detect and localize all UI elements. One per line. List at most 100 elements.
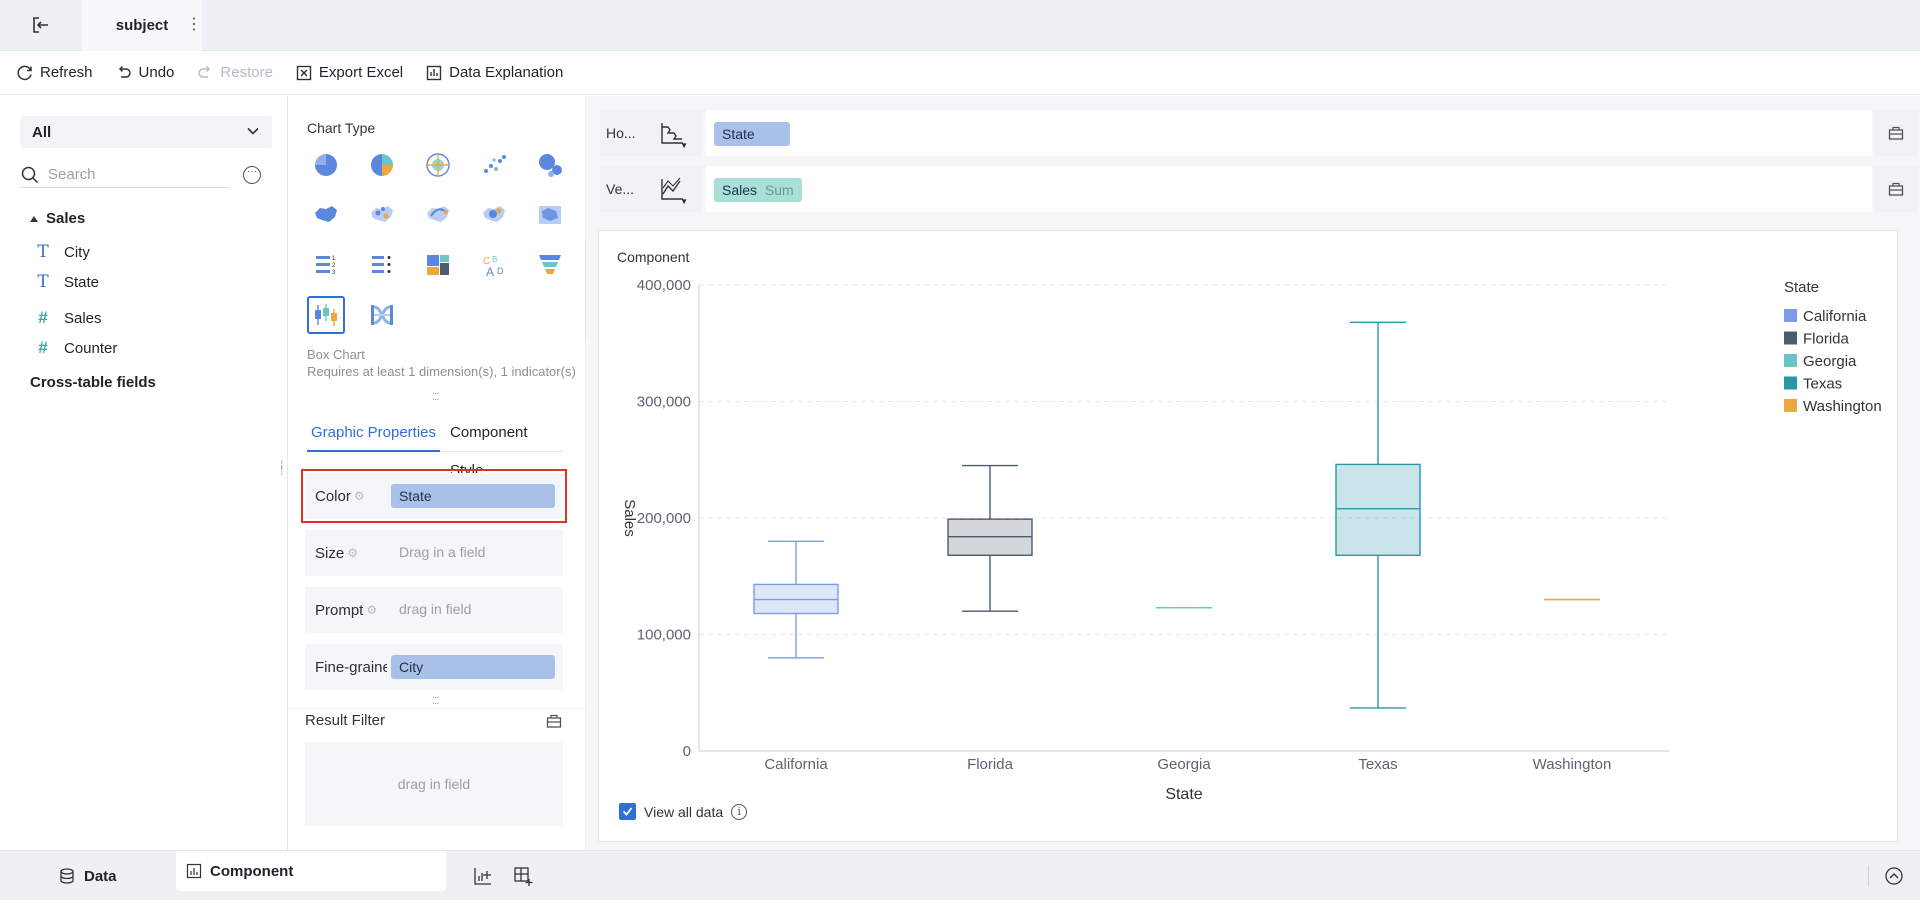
undo-label: Undo bbox=[138, 64, 175, 81]
undo-button[interactable]: Undo bbox=[115, 64, 175, 82]
y-tick-label: 0 bbox=[683, 743, 691, 760]
collapse-up-icon[interactable] bbox=[1884, 866, 1904, 886]
field-search-input[interactable]: Search bbox=[20, 162, 230, 188]
database-icon bbox=[60, 868, 74, 884]
component-tab[interactable]: Component bbox=[176, 851, 446, 891]
property-tabs: Graphic Properties Component Style bbox=[307, 414, 563, 479]
refresh-button[interactable]: Refresh bbox=[16, 64, 93, 82]
axis-chart-icon bbox=[661, 123, 683, 144]
heat-map-icon[interactable] bbox=[475, 196, 513, 234]
field-state[interactable]: T State bbox=[34, 272, 99, 292]
multi-pie-chart-icon[interactable] bbox=[363, 146, 401, 184]
add-dashboard-icon[interactable] bbox=[512, 865, 534, 887]
field-sales[interactable]: # Sales bbox=[34, 308, 102, 328]
field-counter-label: Counter bbox=[64, 339, 118, 357]
svg-text:2: 2 bbox=[332, 263, 336, 269]
treemap-icon[interactable] bbox=[419, 246, 457, 284]
subject-tab-label: subject bbox=[115, 17, 169, 34]
data-explanation-button[interactable]: Data Explanation bbox=[425, 64, 563, 82]
vertical-resize-handle[interactable]: ⁚⁚⁚ bbox=[432, 696, 439, 707]
settings-icon[interactable]: ⚙ bbox=[347, 546, 358, 560]
x-tick-label: Texas bbox=[1358, 756, 1397, 773]
component-tab-label: Component bbox=[210, 862, 294, 880]
view-all-checkbox[interactable] bbox=[619, 803, 636, 820]
group-cross-table[interactable]: Cross-table fields bbox=[30, 374, 622, 478]
more-circle-icon[interactable]: ··· bbox=[243, 166, 261, 184]
point-map-icon[interactable] bbox=[363, 196, 401, 234]
box-chart-icon[interactable] bbox=[307, 296, 345, 334]
box-chart[interactable]: 0 100,000 200,000 300,000 400,000 Sales State C… bbox=[599, 261, 1897, 801]
radar-chart-icon[interactable] bbox=[419, 146, 457, 184]
pie-chart-icon[interactable] bbox=[307, 146, 345, 184]
settings-icon[interactable]: ⚙ bbox=[353, 489, 365, 503]
size-label-text: Size bbox=[315, 544, 345, 562]
color-property[interactable]: Color ⚙ State bbox=[301, 469, 567, 523]
field-sales-label: Sales bbox=[64, 309, 102, 327]
fine-grained-field-pill[interactable]: City bbox=[391, 655, 555, 679]
vertical-field-aggregation: Sum bbox=[764, 182, 794, 198]
legend-item-label: Washington bbox=[1803, 398, 1882, 415]
filter-settings-icon[interactable] bbox=[545, 712, 563, 730]
vertical-field-dropzone[interactable]: Sales Sum bbox=[706, 166, 1872, 212]
vertical-resize-handle[interactable]: ⁚⁚⁚ bbox=[432, 392, 439, 403]
group-sales[interactable]: Sales bbox=[30, 210, 85, 227]
size-placeholder: Drag in a field bbox=[399, 544, 486, 560]
legend-swatch bbox=[1784, 309, 1797, 322]
tab-component-style[interactable]: Component Style bbox=[450, 424, 528, 479]
fine-grained-property[interactable]: Fine-grained City bbox=[305, 644, 563, 690]
exit-icon[interactable] bbox=[30, 14, 52, 36]
horizontal-axis-type-selector[interactable]: ▼ bbox=[642, 110, 702, 156]
view-all-data[interactable]: View all data i bbox=[619, 803, 748, 820]
more-options-icon[interactable]: ⋮ bbox=[186, 16, 202, 33]
bubble-chart-icon[interactable] bbox=[531, 146, 569, 184]
divider bbox=[1868, 865, 1869, 887]
vertical-settings-button[interactable] bbox=[1874, 166, 1918, 212]
group-cross-table-label: Cross-table fields bbox=[30, 374, 156, 391]
add-component-icon[interactable] bbox=[472, 865, 494, 887]
scatter-chart-icon[interactable] bbox=[475, 146, 513, 184]
area-map-icon[interactable] bbox=[531, 196, 569, 234]
detail-list-icon[interactable] bbox=[363, 246, 401, 284]
horizontal-field-pill[interactable]: State bbox=[714, 122, 790, 146]
horizontal-settings-button[interactable] bbox=[1874, 110, 1918, 156]
result-filter-dropzone[interactable]: drag in field bbox=[305, 742, 563, 826]
undo-icon bbox=[118, 65, 131, 78]
tab-graphic-properties[interactable]: Graphic Properties bbox=[307, 414, 440, 452]
info-icon[interactable]: i bbox=[731, 803, 748, 820]
x-axis-title: State bbox=[1165, 786, 1202, 801]
color-field-pill[interactable]: State bbox=[391, 484, 555, 508]
settings-icon[interactable]: ⚙ bbox=[366, 603, 378, 617]
horizontal-field-dropzone[interactable]: State bbox=[706, 110, 1872, 156]
chart-name: Box Chart bbox=[307, 347, 365, 362]
export-excel-label: Export Excel bbox=[318, 64, 404, 81]
flow-map-icon[interactable] bbox=[419, 196, 457, 234]
component-chart-icon bbox=[186, 863, 202, 879]
size-property[interactable]: Size ⚙ Drag in a field bbox=[305, 530, 563, 576]
data-tab[interactable]: Data bbox=[58, 851, 117, 900]
indicator-hash-icon: # bbox=[38, 308, 48, 327]
refresh-icon bbox=[17, 65, 32, 80]
svg-text:3: 3 bbox=[332, 270, 336, 276]
legend-swatch bbox=[1784, 399, 1797, 412]
field-counter[interactable]: # Counter bbox=[34, 338, 117, 358]
vertical-field-pill[interactable]: Sales Sum bbox=[714, 178, 802, 202]
prompt-property[interactable]: Prompt ⚙ drag in field bbox=[305, 587, 563, 633]
dataset-selector[interactable]: All bbox=[20, 116, 272, 148]
sankey-chart-icon[interactable] bbox=[363, 296, 401, 334]
vertical-axis-type-selector[interactable]: ▼ bbox=[642, 166, 702, 212]
export-excel-button[interactable]: Export Excel bbox=[295, 64, 403, 82]
legend-item-label: Texas bbox=[1803, 376, 1842, 393]
field-city[interactable]: T City bbox=[34, 242, 90, 262]
dimension-text-icon: T bbox=[37, 242, 49, 262]
panel-resize-handle[interactable]: ⁞ ⁞ bbox=[280, 458, 284, 478]
component-title: Component bbox=[617, 249, 690, 265]
region-map-icon[interactable] bbox=[307, 196, 345, 234]
result-filter: Result Filter drag in field bbox=[305, 712, 563, 826]
divider bbox=[288, 708, 586, 709]
subject-tab[interactable]: subject bbox=[82, 0, 202, 51]
funnel-chart-icon[interactable] bbox=[531, 246, 569, 284]
restore-button[interactable]: Restore bbox=[196, 64, 273, 82]
toolbar: Refresh Undo Restore Export Excel Data E… bbox=[0, 51, 1920, 95]
